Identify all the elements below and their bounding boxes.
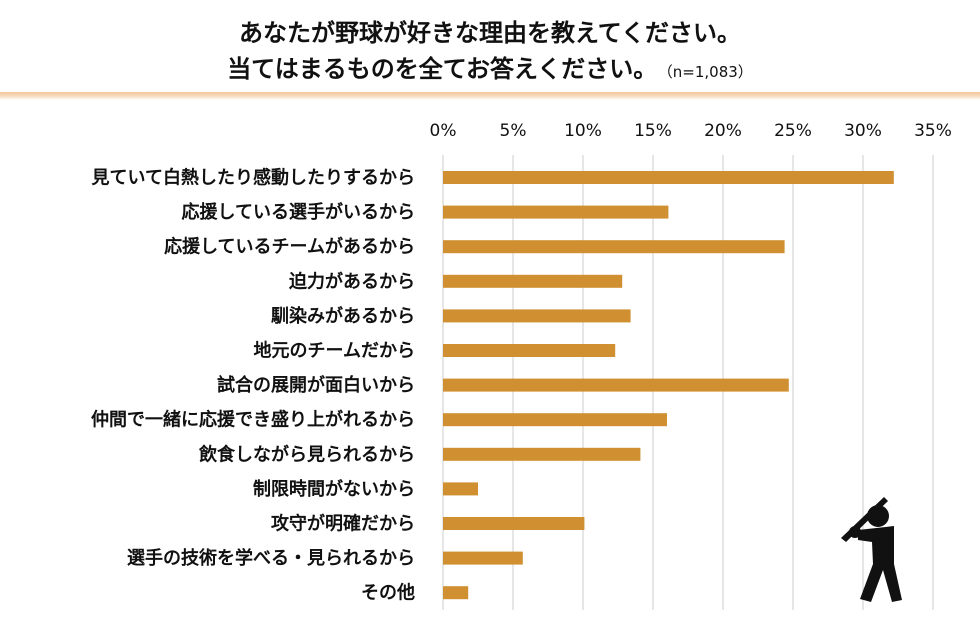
bar — [443, 274, 623, 288]
category-label: 馴染みがあるから — [271, 305, 415, 327]
category-labels: 見ていて白熱したり感動したりするから応援している選手がいるから応援しているチーム… — [91, 167, 415, 604]
bar — [443, 309, 631, 323]
bar — [443, 378, 789, 392]
bar — [443, 240, 785, 254]
category-label: 試合の展開が面白いから — [217, 374, 415, 396]
bar — [443, 482, 478, 496]
category-label: 迫力があるから — [288, 270, 415, 292]
chart-title-line1: あなたが野球が好きな理由を教えてください。 — [238, 19, 742, 47]
bar — [443, 413, 667, 427]
x-tick-label: 10% — [564, 121, 602, 141]
bar — [443, 205, 669, 219]
baseball-batter-icon — [841, 497, 902, 602]
x-tick-label: 30% — [844, 121, 882, 141]
category-label: 応援している選手がいるから — [182, 201, 415, 223]
category-label: その他 — [361, 582, 415, 604]
category-label: 仲間で一緒に応援でき盛り上がれるから — [91, 409, 415, 431]
category-label: 選手の技術を学べる・見られるから — [127, 547, 415, 569]
chart-title-line2: 当てはまるものを全てお答えください。 （n=1,083） — [0, 54, 980, 87]
category-label: 地元のチームだから — [254, 340, 415, 362]
x-tick-label: 5% — [500, 121, 527, 141]
bar — [443, 551, 523, 565]
x-tick-label: 35% — [914, 121, 952, 141]
bar — [443, 447, 641, 461]
category-label: 応援しているチームがあるから — [164, 236, 415, 258]
x-tick-label: 25% — [774, 121, 812, 141]
x-tick-label: 20% — [704, 121, 742, 141]
bar — [443, 517, 585, 530]
category-label: 飲食しながら見られるから — [198, 443, 415, 465]
chart-title-line2-text: 当てはまるものを全てお答えください。 — [227, 55, 658, 83]
x-axis-ticks: 0% 5% 10% 15% 20% 25% 30% 35% — [430, 121, 952, 141]
bar — [443, 171, 894, 184]
bars — [443, 171, 894, 600]
category-label: 見ていて白熱したり感動したりするから — [91, 167, 415, 189]
bar — [443, 586, 469, 600]
x-tick-label: 15% — [634, 121, 672, 141]
x-tick-label: 0% — [430, 121, 457, 141]
category-label: 攻守が明確だから — [271, 513, 415, 535]
sample-size: （n=1,083） — [665, 63, 753, 81]
header-divider — [0, 92, 980, 100]
category-label: 制限時間がないから — [253, 478, 415, 500]
bar — [443, 344, 616, 357]
